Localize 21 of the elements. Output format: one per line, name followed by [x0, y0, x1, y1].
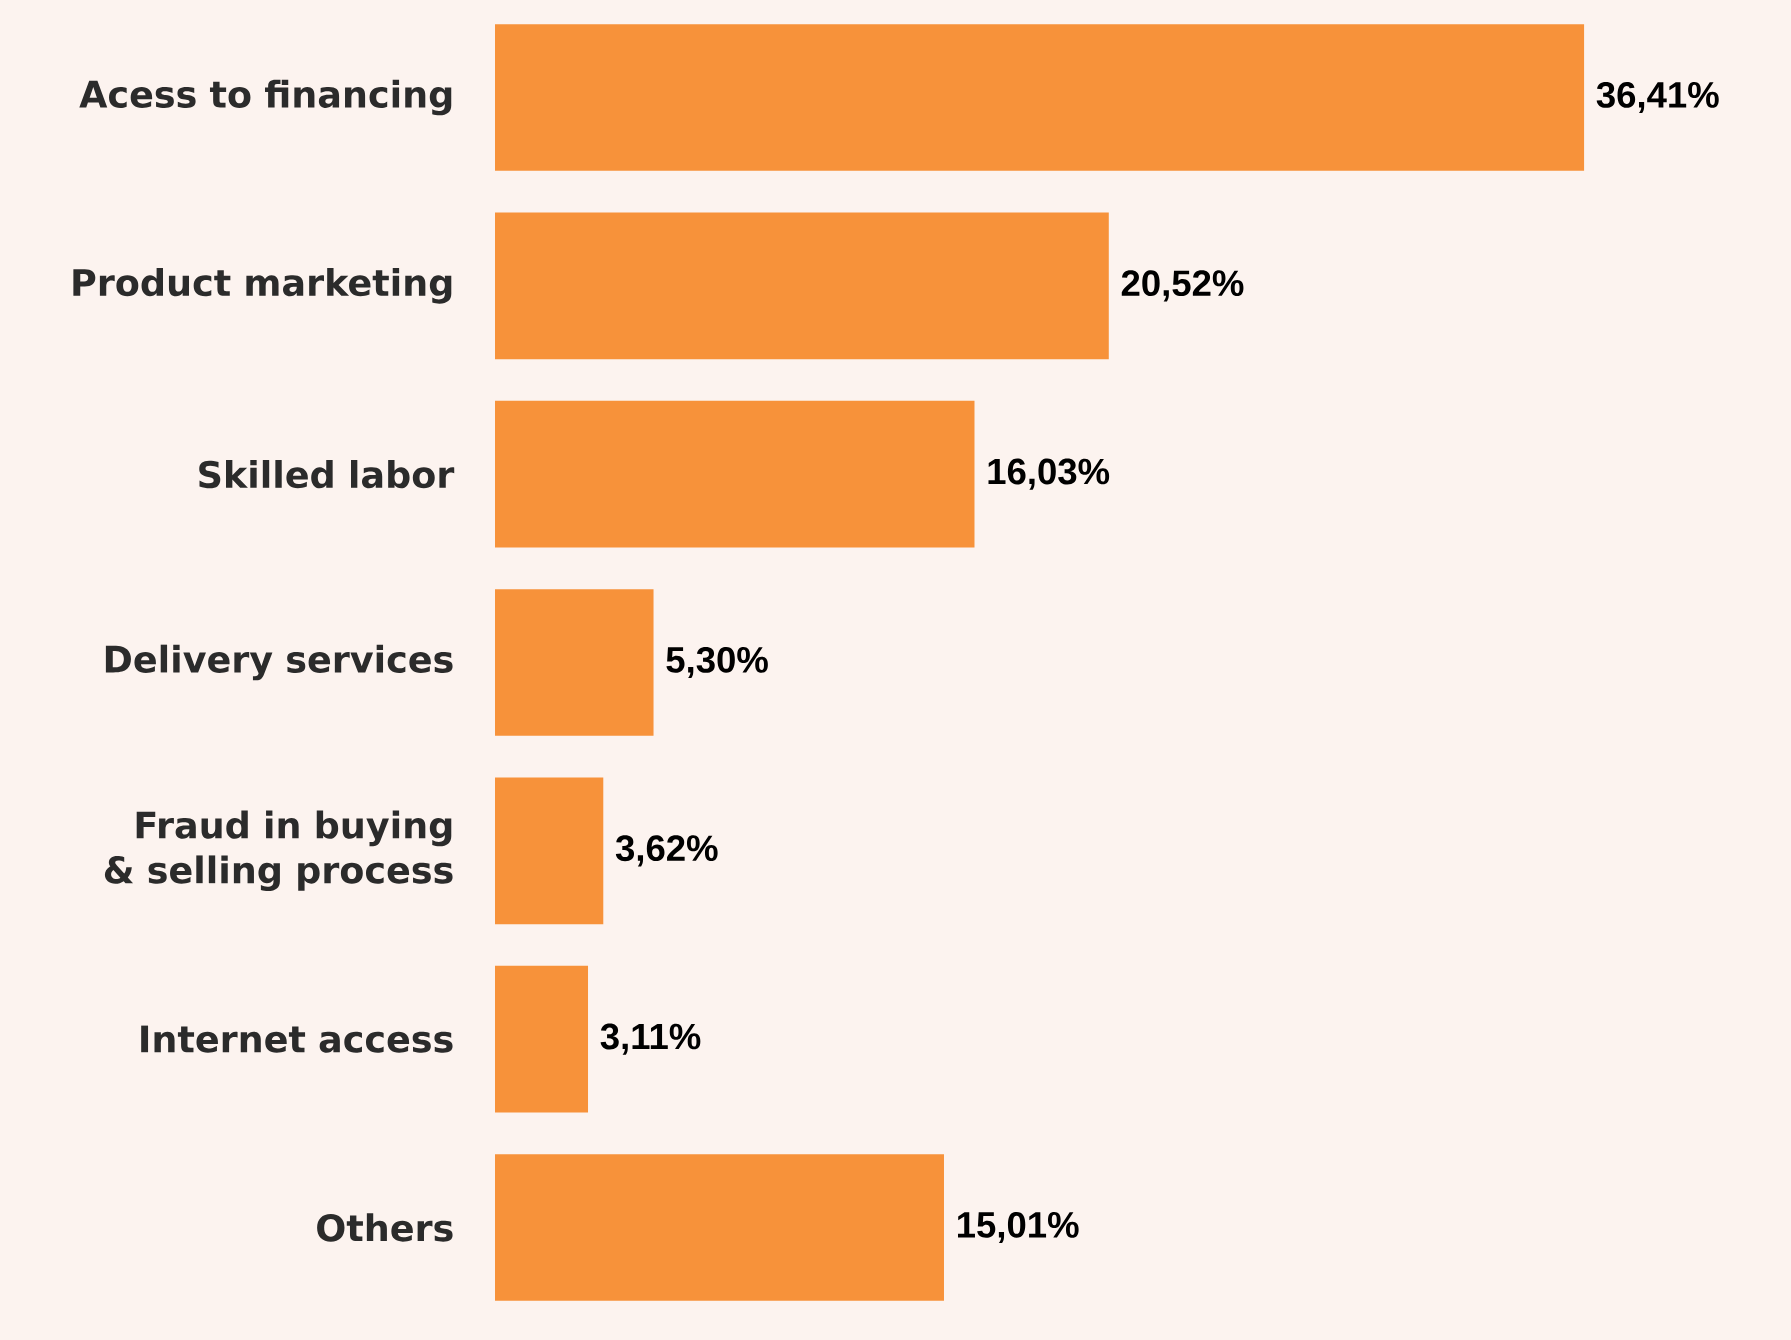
data-label: 36,41% [1596, 81, 1719, 114]
y-tick-label: Delivery services [105, 644, 453, 681]
y-tick-label: Fraud in buying & selling process [104, 810, 453, 892]
data-label: 5,30% [666, 646, 768, 679]
data-label: 3,62% [615, 835, 718, 867]
y-tick-label: Acess to financing [79, 79, 452, 116]
data-label: 16,03% [988, 458, 1110, 490]
bar [495, 965, 589, 1113]
data-label: 20,52% [1121, 270, 1244, 302]
bar [495, 212, 1109, 360]
y-tick-label: Internet access [141, 1025, 453, 1053]
data-label: 15,01% [958, 1211, 1079, 1244]
bar [495, 400, 975, 548]
bar [495, 24, 1585, 171]
bar [495, 1154, 944, 1301]
y-tick-label: Others [317, 1213, 453, 1242]
bar [495, 777, 604, 925]
bar [495, 589, 654, 736]
data-label: 3,11% [600, 1023, 701, 1055]
y-tick-label: Skilled labor [199, 460, 455, 489]
y-tick-label: Product marketing [73, 268, 452, 304]
